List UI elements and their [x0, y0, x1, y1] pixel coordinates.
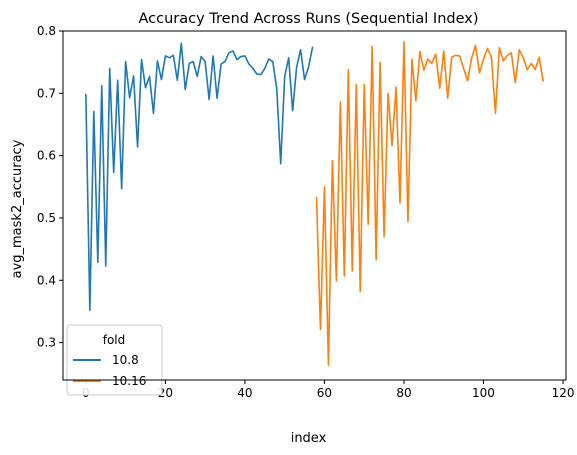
y-axis-label: avg_mask2_accuracy	[10, 139, 25, 278]
y-tick-label: 0.7	[37, 86, 56, 100]
legend-label-10.8: 10.8	[112, 353, 139, 367]
series-line-10.8	[85, 42, 314, 312]
legend-box	[66, 324, 163, 396]
series-layer	[85, 40, 544, 366]
y-axis: 0.3 0.4 0.5 0.6 0.7 0.8	[37, 24, 63, 350]
y-tick-label: 0.8	[37, 24, 56, 38]
x-tick-label: 80	[396, 386, 411, 400]
legend-title: fold	[103, 333, 126, 347]
chart-title: Accuracy Trend Across Runs (Sequential I…	[138, 11, 478, 27]
y-tick-label: 0.5	[37, 211, 56, 225]
x-tick-label: 100	[472, 386, 495, 400]
series-line-10.16	[315, 40, 544, 366]
legend: fold 10.8 10.16	[66, 324, 163, 396]
y-tick-label: 0.3	[37, 336, 56, 350]
legend-label-10.16: 10.16	[112, 374, 146, 388]
plot-frame	[62, 30, 567, 381]
x-tick-label: 40	[237, 386, 252, 400]
x-axis-label: index	[291, 431, 327, 446]
x-tick-label: 120	[552, 386, 575, 400]
y-tick-label: 0.6	[37, 149, 56, 163]
x-tick-label: 60	[317, 386, 332, 400]
y-tick-label: 0.4	[37, 273, 56, 287]
